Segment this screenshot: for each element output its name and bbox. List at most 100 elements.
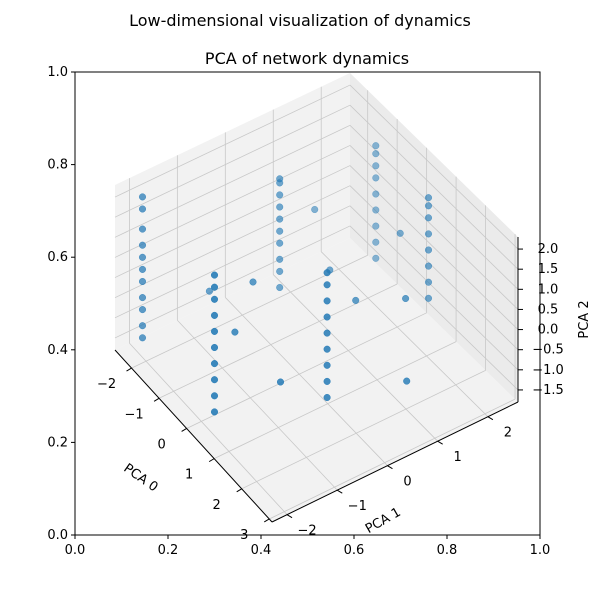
left-wall-pane [115, 73, 350, 350]
scatter-point [210, 311, 219, 319]
right-wall-grid-z [349, 84, 519, 250]
scatter-point [210, 360, 219, 368]
scatter-point [403, 377, 411, 385]
z-tick-label: 1.5 [538, 262, 559, 277]
scatter-point [231, 328, 239, 336]
x-tick-label: 1 [185, 468, 193, 483]
right-wall-grid-z [349, 185, 519, 350]
y-tick-label: 2 [504, 426, 512, 441]
scatter-point [372, 254, 380, 262]
scatter-point [424, 202, 433, 210]
left-wall-grid-z [114, 185, 351, 299]
scatter-point [138, 306, 147, 314]
left-wall-grid-z [114, 124, 351, 238]
outer-y-tick-label: 0.6 [47, 250, 68, 265]
x-tick [236, 488, 242, 493]
scatter-point [138, 225, 147, 233]
scatter-point [210, 408, 219, 416]
scatter-point [276, 378, 285, 386]
scatter-point [249, 278, 257, 286]
scatter-point [138, 205, 147, 213]
axis-tick-labels: −2 −1 0 1 2 3 −2 −1 0 1 2 −1.5 −1.0 −0.5 0.0 0.5 1.0 1.5 2… [97, 242, 564, 543]
outer-x-tick-label: 0.0 [65, 543, 86, 558]
left-wall-grid-z [114, 84, 351, 198]
floor-grid-x [186, 312, 427, 429]
x-tick-label: 0 [157, 437, 165, 452]
scatter-point [276, 267, 284, 275]
scatter-point [323, 345, 331, 353]
scatter-point [424, 278, 433, 286]
scatter-point [424, 262, 433, 270]
floor-grid-y [320, 251, 489, 417]
left-wall-grid-z [114, 205, 351, 319]
scatter-point [276, 255, 284, 263]
floor-grid-x [241, 369, 486, 490]
scatter-point [311, 205, 319, 214]
scatter-point [424, 246, 433, 254]
scatter-point [372, 142, 380, 150]
scatter-point [210, 271, 219, 279]
scatter-point [372, 206, 380, 214]
z-tick-label: −1.5 [532, 383, 564, 398]
x-tick-label: −1 [124, 407, 143, 422]
scatter-point [352, 296, 360, 304]
scatter-point [323, 377, 331, 385]
scatter-point [138, 294, 147, 302]
axis-lines [114, 237, 519, 523]
figure-suptitle: Low-dimensional visualization of dynamic… [129, 11, 471, 30]
x-tick-label: 3 [240, 528, 248, 543]
y-tick-label: −2 [297, 524, 316, 539]
scatter-point [210, 376, 219, 384]
z-tick-label: 1.0 [538, 282, 559, 297]
outer-x-tick-label: 0.2 [158, 543, 179, 558]
x-tick [153, 397, 160, 402]
scatter-point [205, 287, 213, 295]
x-tick-label: 2 [213, 498, 221, 513]
floor-grid-x [269, 398, 516, 520]
scatter-point [138, 265, 147, 273]
scatter-point [323, 329, 331, 337]
outer-x-tick-label: 1.0 [530, 543, 551, 558]
outer-y-tick-label: 0.4 [47, 343, 68, 358]
scatter-point [276, 179, 284, 187]
scatter-point [276, 283, 284, 292]
chart-title: PCA of network dynamics [205, 49, 409, 68]
right-wall-grid-z [349, 225, 519, 391]
right-wall-grid-z [349, 145, 519, 310]
x-tick-label: −2 [97, 377, 116, 392]
outer-axes-box [74, 71, 541, 536]
scatter-point [323, 393, 331, 402]
scatter-point [372, 238, 380, 246]
right-wall-pane [350, 73, 518, 402]
scatter-point [210, 327, 219, 335]
scatter-point [210, 392, 219, 400]
floor-grid-x [213, 341, 457, 459]
scatter-point [210, 283, 219, 291]
scatter-point [138, 193, 147, 201]
scatter-point [210, 295, 219, 303]
right-wall-grid-z [349, 104, 519, 270]
scatter-point [276, 239, 284, 247]
z-tick-label: 0.0 [538, 323, 559, 338]
outer-x-tick-label: 0.4 [251, 543, 272, 558]
scatter-point [276, 191, 284, 199]
y-axis-line [271, 401, 519, 523]
right-wall-grid-z [349, 205, 519, 371]
scatter-point [276, 203, 284, 211]
z-axis-label: PCA 2 [577, 300, 592, 338]
left-wall-grid-z [114, 145, 351, 258]
z-tick-label: −1.0 [532, 363, 564, 378]
y-tick [387, 465, 393, 470]
y-axis-label: PCA 1 [363, 505, 404, 537]
left-wall-grid-z [114, 225, 351, 339]
floor-grid-y [177, 320, 338, 491]
scatter-point [424, 294, 433, 302]
scatter-point [424, 230, 433, 238]
x-tick [208, 458, 215, 463]
scatter-point [372, 190, 380, 198]
scatter-point [424, 194, 433, 202]
scatter-point [138, 322, 147, 330]
scatter-point [323, 361, 331, 369]
y-tick [487, 416, 494, 421]
